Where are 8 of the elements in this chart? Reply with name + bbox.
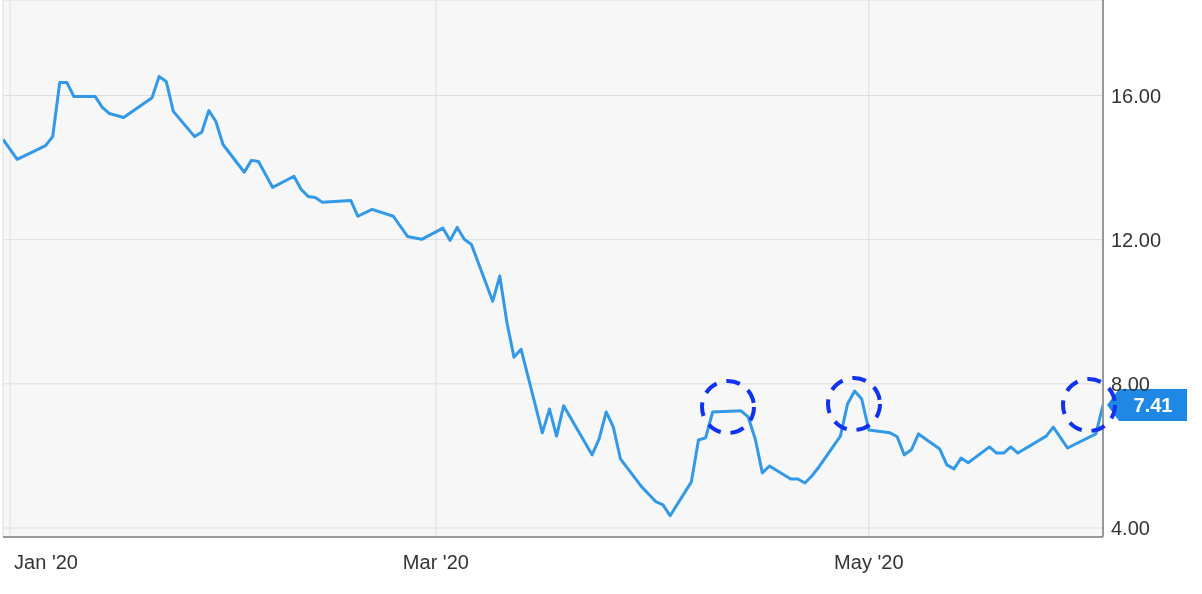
y-tick-label: 12.00 [1111,228,1162,251]
x-tick-label: May '20 [834,551,904,573]
x-tick-label: Mar '20 [402,551,469,573]
x-tick-label: Jan '20 [14,551,78,573]
line-series [3,74,1103,518]
annotation: 7.41 [1133,394,1173,417]
y-tick-label: 4.00 [1111,517,1150,540]
y-tick-label: 16.00 [1111,84,1162,107]
